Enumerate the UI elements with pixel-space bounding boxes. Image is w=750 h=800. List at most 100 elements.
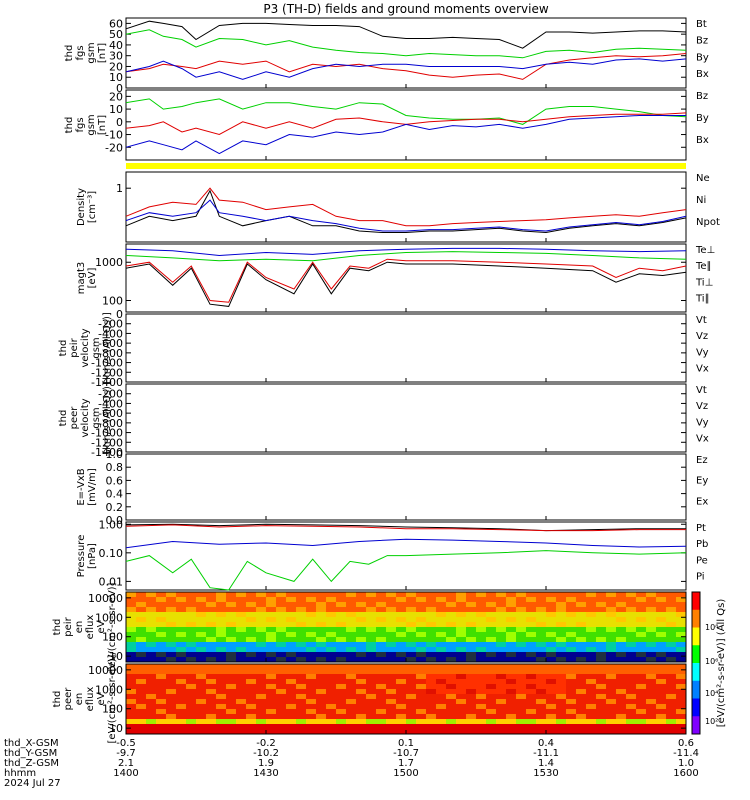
y-axis-label: fgs (75, 117, 86, 132)
heatmap-cell (196, 694, 207, 700)
heatmap-cell (506, 657, 517, 663)
y-tick-label: -1000 (91, 427, 123, 440)
heatmap-cell (286, 592, 297, 598)
heatmap-cell (516, 694, 527, 700)
heatmap-cell (656, 627, 667, 633)
heatmap-cell (226, 664, 237, 670)
heatmap-cell (646, 689, 657, 695)
x-row-value: 0.1 (398, 738, 414, 749)
heatmap-cell (506, 612, 517, 618)
heatmap-cell (266, 592, 277, 598)
heatmap-cell (626, 709, 637, 715)
y-axis-label: peer (63, 687, 74, 711)
heatmap-cell (236, 699, 247, 705)
heatmap-cell (136, 714, 147, 720)
heatmap-cell (536, 699, 547, 705)
heatmap-cell (536, 657, 547, 663)
heatmap-cell (326, 627, 337, 633)
heatmap-cell (166, 714, 177, 720)
heatmap-cell (486, 709, 497, 715)
heatmap-cell (676, 724, 687, 730)
x-row-value: 1.7 (398, 758, 414, 769)
heatmap-cell (426, 617, 437, 623)
heatmap-cell (256, 719, 267, 725)
heatmap-cell (466, 669, 477, 675)
heatmap-cell (306, 617, 317, 623)
heatmap-cell (256, 664, 267, 670)
heatmap-cell (316, 652, 327, 658)
heatmap-cell (306, 674, 317, 680)
heatmap-cell (246, 709, 257, 715)
heatmap-cell (406, 719, 417, 725)
heatmap-cell (626, 642, 637, 648)
heatmap-cell (196, 622, 207, 628)
x-row-value: 1400 (113, 768, 138, 779)
heatmap-cell (406, 679, 417, 685)
heatmap-cell (356, 694, 367, 700)
heatmap-cell (436, 674, 447, 680)
heatmap-cell (356, 642, 367, 648)
heatmap-cell (386, 637, 397, 643)
series-Npot (125, 199, 687, 232)
heatmap-cell (216, 664, 227, 670)
heatmap-cell (606, 657, 617, 663)
y-axis-label: [eV] (87, 268, 98, 289)
heatmap-cell (546, 704, 557, 710)
heatmap-cell (656, 719, 667, 725)
heatmap-cell (176, 607, 187, 613)
heatmap-cell (486, 652, 497, 658)
heatmap-cell (646, 607, 657, 613)
heatmap-cell (306, 699, 317, 705)
heatmap-cell (486, 699, 497, 705)
heatmap-cell (436, 647, 447, 653)
heatmap-cell (486, 719, 497, 725)
heatmap-cell (276, 729, 287, 735)
heatmap-cell (586, 674, 597, 680)
heatmap-cell (486, 612, 497, 618)
heatmap-cell (216, 699, 227, 705)
heatmap-cell (286, 714, 297, 720)
heatmap-cell (146, 597, 157, 603)
heatmap-cell (366, 689, 377, 695)
heatmap-cell (436, 627, 447, 633)
heatmap-cell (306, 689, 317, 695)
heatmap-cell (196, 674, 207, 680)
heatmap-cell (166, 689, 177, 695)
heatmap-cell (316, 699, 327, 705)
heatmap-cell (546, 647, 557, 653)
heatmap-cell (536, 642, 547, 648)
y-axis-label: thd (52, 691, 63, 708)
heatmap-cell (306, 657, 317, 663)
heatmap-cell (266, 617, 277, 623)
heatmap-cell (136, 597, 147, 603)
heatmap-cell (156, 684, 167, 690)
heatmap-cell (466, 714, 477, 720)
heatmap-cell (266, 657, 277, 663)
heatmap-cell (476, 714, 487, 720)
heatmap-cell (206, 632, 217, 638)
heatmap-cell (526, 647, 537, 653)
heatmap-cell (426, 709, 437, 715)
heatmap-cell (366, 622, 377, 628)
heatmap-cell (296, 632, 307, 638)
heatmap-cell (406, 622, 417, 628)
heatmap-cell (616, 647, 627, 653)
heatmap-cell (676, 632, 687, 638)
heatmap-cell (616, 704, 627, 710)
heatmap-cell (366, 724, 377, 730)
heatmap-cell (206, 642, 217, 648)
heatmap-cell (666, 597, 677, 603)
heatmap-cell (476, 622, 487, 628)
heatmap-cell (486, 592, 497, 598)
heatmap-cell (346, 699, 357, 705)
heatmap-cell (126, 607, 137, 613)
heatmap-cell (136, 699, 147, 705)
y-axis-label: gsm (86, 42, 97, 63)
heatmap-cell (296, 724, 307, 730)
heatmap-cell (636, 714, 647, 720)
heatmap-cell (626, 724, 637, 730)
heatmap-cell (386, 679, 397, 685)
heatmap-cell (636, 664, 647, 670)
heatmap-cell (566, 642, 577, 648)
heatmap-cell (206, 647, 217, 653)
